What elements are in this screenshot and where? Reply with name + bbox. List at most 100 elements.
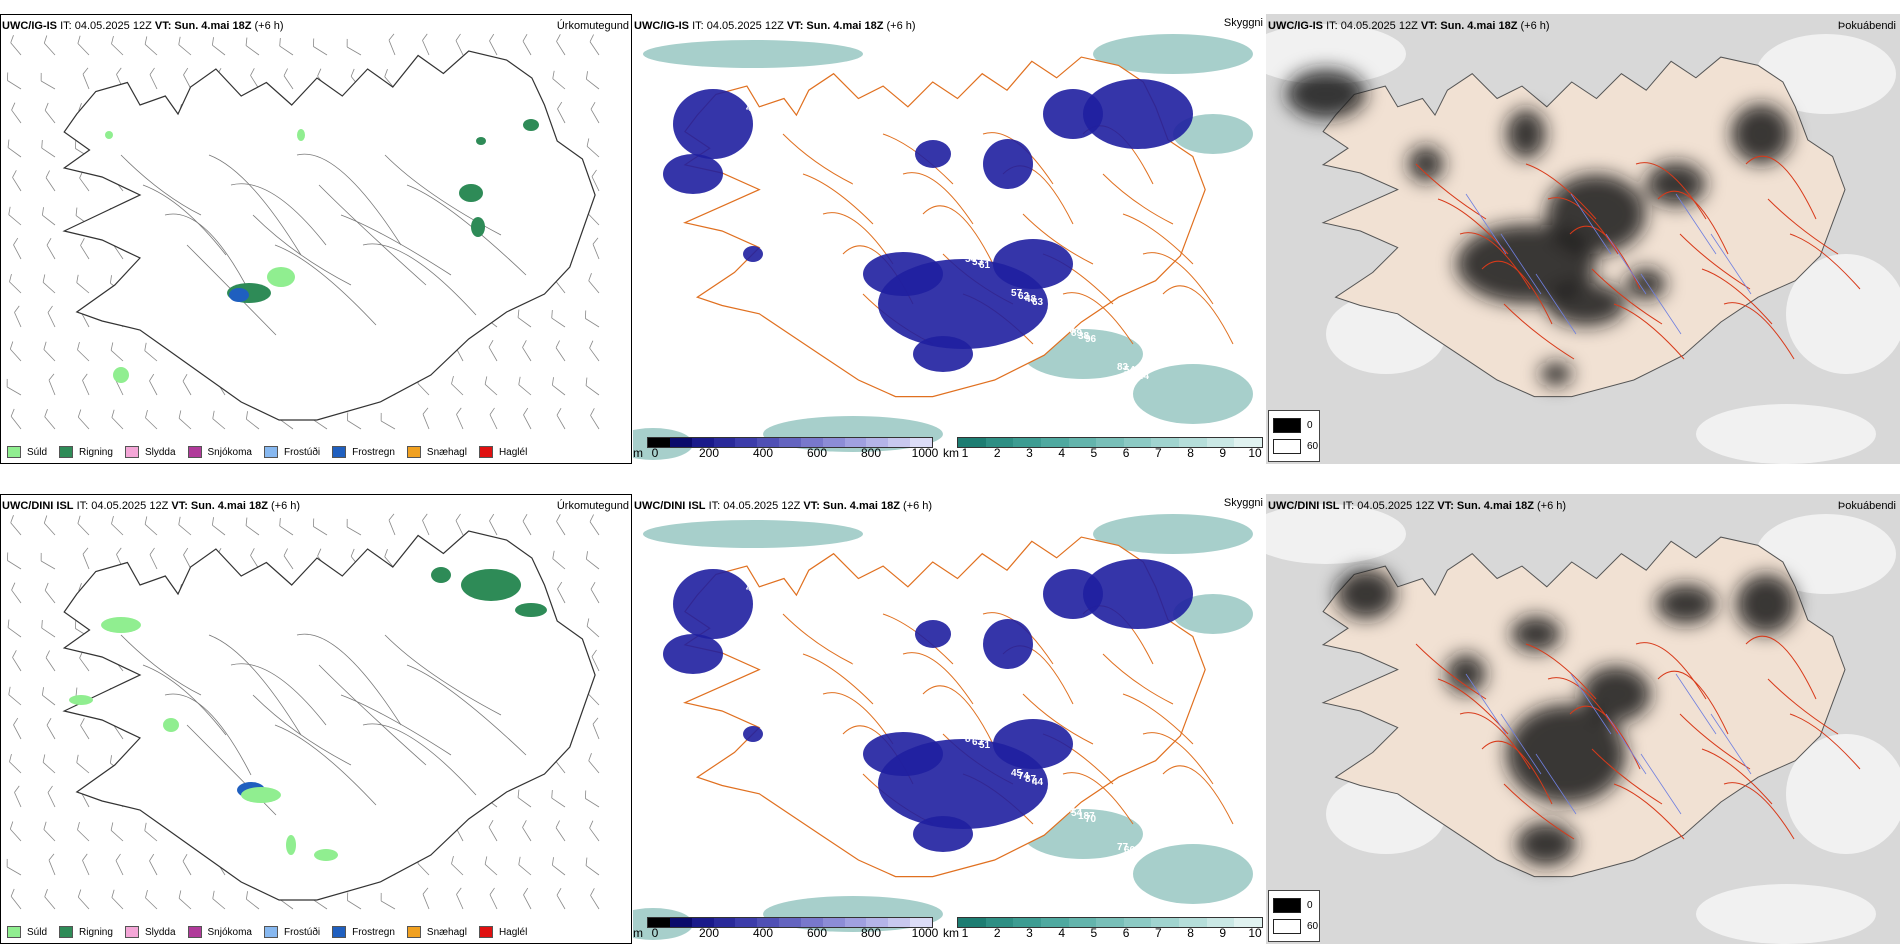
colorbar-segment — [910, 918, 932, 927]
header-top-right: UWC/IG-IS IT: 04.05.2025 12Z VT: Sun. 4.… — [1268, 20, 1550, 32]
visibility-label: 67 — [767, 592, 779, 603]
wind-barb-icon — [44, 582, 56, 604]
precip-legend-bottom: Súld Rigning Slydda Snjókoma Frostúði Frostre… — [1, 921, 631, 943]
legend-swatch — [478, 446, 493, 458]
visibility-label: 51 — [979, 740, 991, 751]
legend-label: Rigning — [79, 446, 113, 458]
fog-legend-bottom: 0 60 — [1268, 890, 1320, 942]
legend-swatch — [332, 926, 347, 938]
visibility-label: 70 — [1085, 814, 1097, 825]
valid-time: Sun. 4.mai 18Z — [174, 20, 252, 32]
visibility-label: 57 — [1011, 288, 1023, 299]
wind-barb-icon — [178, 516, 192, 536]
wind-barb-icon — [585, 310, 600, 328]
wind-barb-icon — [212, 890, 226, 910]
wind-barb-icon — [40, 72, 56, 90]
wind-barb-icon — [149, 853, 158, 876]
wind-barb-icon — [9, 341, 22, 362]
colorbar-strip — [647, 917, 933, 928]
wind-barb-icon — [82, 373, 90, 396]
visibility-label: 42 — [1131, 368, 1143, 379]
wind-barb-icon — [591, 649, 600, 672]
wind-barb-icon — [313, 38, 328, 56]
wind-barb-icon — [40, 552, 56, 570]
cloud-panel-top: 80 40 95 60 78 76 57 88 83 48 89 57 53 74 54 62 89 54 48 49… — [633, 14, 1265, 464]
colorbar-segment — [1040, 918, 1069, 927]
wind-barb-icon — [145, 889, 158, 910]
legend-item: Súld — [7, 446, 47, 458]
wind-barb-icon — [11, 582, 22, 604]
legend-item: Slydda — [124, 446, 176, 458]
wind-barb-icon — [48, 853, 56, 876]
legend-item: Súld — [7, 926, 47, 938]
wind-barb-icon — [455, 513, 464, 536]
colorbar-segment — [691, 918, 714, 927]
colorbar-strip — [647, 437, 933, 448]
header-bottom-left: UWC/DINI ISL IT: 04.05.2025 12Z VT: Sun.… — [2, 500, 301, 512]
legend-label: Frostúði — [283, 446, 321, 458]
wind-barb-icon — [456, 887, 464, 910]
visibility-label: 67 — [827, 152, 839, 163]
visibility-label: 88 — [1064, 325, 1076, 336]
wind-barb-icon — [145, 409, 158, 430]
wind-barb-icon — [522, 33, 532, 56]
wind-barb-icon — [144, 516, 158, 536]
legend-swatch — [59, 926, 74, 938]
colorbar-tick-label: 4 — [1058, 926, 1065, 940]
wind-barb-icon — [43, 515, 56, 536]
wind-barb-icon — [10, 515, 22, 536]
legend-label: Snjókoma — [207, 446, 252, 458]
visibility-label: 48 — [700, 69, 712, 80]
visibility-label: 39 — [919, 220, 931, 231]
legend-label: Frostregn — [352, 926, 395, 938]
wind-barb-icon — [489, 33, 498, 56]
colorbar-tick-label: 6 — [1122, 926, 1130, 940]
wind-barb-icon — [82, 67, 90, 90]
colorbar-tick-label: 400 — [752, 446, 774, 460]
wind-barb-icon — [44, 409, 56, 430]
legend-swatch — [124, 446, 139, 458]
wind-barb-icon — [211, 37, 226, 56]
cloud-map-top: 8040956078765788834889575374546289544849… — [633, 34, 1253, 460]
visibility-label: 49 — [852, 657, 864, 668]
visibility-label: 44 — [1138, 371, 1150, 382]
wind-barb-icon — [456, 407, 464, 430]
legend-label: Frostúði — [283, 926, 321, 938]
wind-barb-icon — [211, 517, 226, 536]
visibility-label: 96 — [1085, 334, 1097, 345]
visibility-label: 49 — [1064, 805, 1076, 816]
legend-swatch — [406, 926, 421, 938]
fog-panel-bottom: 0 60 — [1266, 494, 1900, 944]
wind-barb-icon — [110, 822, 124, 842]
wind-barb-icon — [488, 339, 498, 362]
fog-title-bottom: Þokuábendi — [1837, 500, 1896, 512]
legend-label: Súld — [27, 446, 48, 458]
wind-barb-icon — [178, 410, 192, 430]
wind-barb-icon — [551, 857, 566, 876]
visibility-label: 40 — [746, 103, 758, 114]
wind-barb-icon — [279, 517, 294, 536]
wind-barb-icon — [8, 686, 22, 706]
visibility-label: 54 — [866, 183, 878, 194]
visibility-label: 53 — [972, 257, 984, 268]
colorbar-segment — [779, 918, 801, 927]
visibility-label: 38 — [1078, 331, 1090, 342]
colorbar-segment — [713, 918, 736, 927]
colorbar-tick-label: 8 — [1187, 446, 1194, 460]
colorbar-unit: m — [633, 446, 643, 460]
wind-barb-icon — [522, 340, 532, 362]
cloudbase-colorbar-bottom: m 0 200 400 600 800 1000 — [633, 917, 938, 940]
colorbar-segment — [1096, 918, 1124, 927]
wind-barb-icon — [590, 581, 600, 604]
wind-barb-icon — [517, 309, 532, 328]
wind-barb-icon — [592, 237, 600, 260]
legend-item: Rigning — [59, 926, 113, 938]
visibility-label: 77 — [873, 186, 885, 197]
wind-barb-icon — [451, 855, 464, 876]
colorbar-segment — [1040, 438, 1069, 447]
legend-swatch — [263, 446, 278, 458]
wind-barb-icon — [77, 889, 90, 910]
legend-item: Haglél — [478, 446, 527, 458]
visibility-label: 74 — [912, 217, 924, 228]
cloud-title-bottom: Skyggni — [1223, 497, 1263, 509]
